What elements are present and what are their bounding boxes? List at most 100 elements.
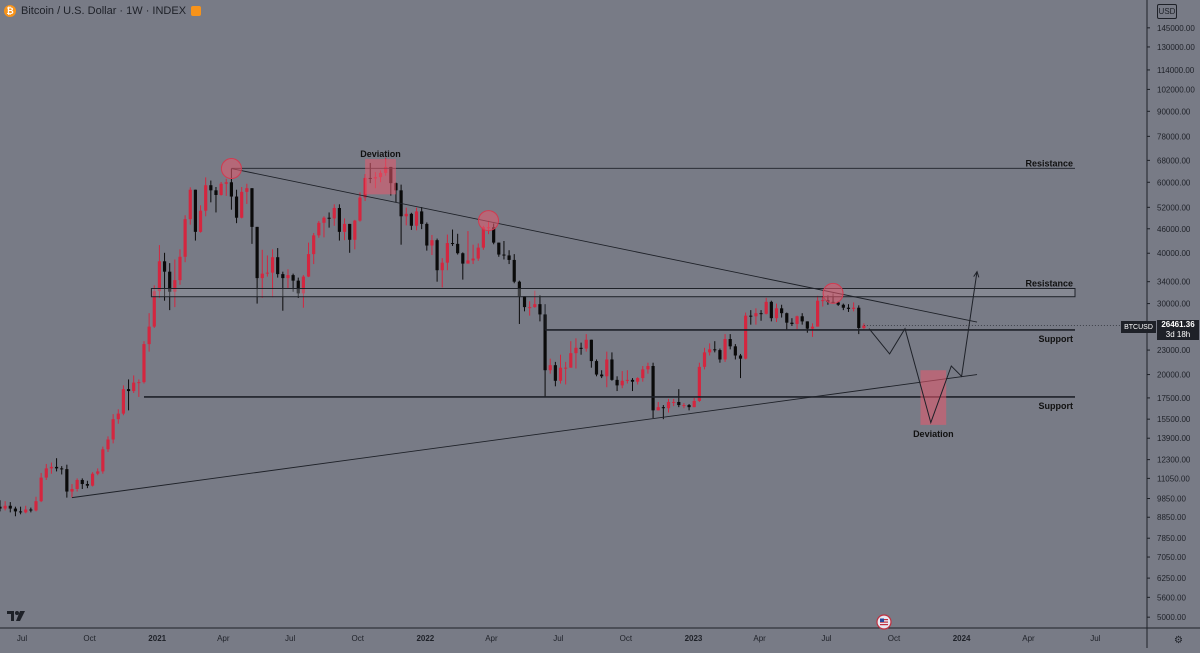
x-tick-label: Jul xyxy=(285,634,295,643)
level-label: Support xyxy=(1039,334,1074,344)
candle-up xyxy=(636,378,640,382)
candle-up xyxy=(188,189,192,220)
candle-up xyxy=(322,217,326,223)
candle-down xyxy=(492,227,496,243)
candle-up xyxy=(682,405,686,407)
y-tick-label: 6250.00 xyxy=(1157,574,1186,583)
candle-down xyxy=(610,359,614,380)
candle-up xyxy=(204,185,208,211)
candle-up xyxy=(44,468,48,478)
candle-up xyxy=(584,339,588,349)
candle-up xyxy=(286,275,290,279)
candle-up xyxy=(821,300,825,302)
candle-up xyxy=(312,235,316,255)
resistance-zone xyxy=(150,288,1076,298)
x-tick-label: 2021 xyxy=(148,634,166,643)
candle-up xyxy=(574,347,578,354)
candle-up xyxy=(605,359,609,377)
candle-down xyxy=(435,240,439,271)
descending-trendline xyxy=(231,168,978,323)
x-tick-label: Apr xyxy=(753,634,766,643)
settings-gear-icon[interactable]: ⚙ xyxy=(1174,635,1183,646)
candle-up xyxy=(116,413,120,420)
candle-down xyxy=(281,274,285,279)
candle-down xyxy=(846,307,851,309)
candle-up xyxy=(533,304,537,308)
candle-down xyxy=(749,315,753,317)
candle-up xyxy=(132,382,136,392)
candle-up xyxy=(39,477,43,502)
candle-down xyxy=(805,321,809,329)
deviation-zone xyxy=(365,159,396,195)
candle-up xyxy=(90,473,95,486)
candle-up xyxy=(548,365,552,371)
candle-down xyxy=(522,296,527,308)
candle-up xyxy=(852,307,856,309)
candle-up xyxy=(245,188,249,192)
candle-up xyxy=(24,509,28,513)
candle-up xyxy=(353,220,357,240)
candle-up xyxy=(810,326,815,329)
y-tick-label: 60000.00 xyxy=(1157,178,1191,187)
candle-down xyxy=(65,469,69,492)
projection-path xyxy=(868,271,978,425)
tradingview-logo-icon[interactable] xyxy=(6,609,26,623)
candle-down xyxy=(80,479,84,485)
candle-up xyxy=(646,366,650,370)
candle-up xyxy=(306,254,311,277)
candle-up xyxy=(75,479,79,489)
candle-up xyxy=(430,240,434,246)
candle-down xyxy=(728,339,732,347)
candle-down xyxy=(126,389,131,392)
candle-up xyxy=(265,272,269,274)
candle-down xyxy=(296,280,300,294)
x-tick-label: Apr xyxy=(485,634,498,643)
candle-up xyxy=(656,407,660,411)
level-label: Resistance xyxy=(1025,279,1073,289)
y-tick-label: 130000.00 xyxy=(1157,43,1195,52)
candle-down xyxy=(507,255,511,260)
x-tick-label: 2023 xyxy=(685,634,703,643)
x-tick-label: Jul xyxy=(553,634,563,643)
candle-down xyxy=(759,313,763,315)
highlight-circle xyxy=(478,210,500,232)
candle-up xyxy=(625,379,629,381)
candle-down xyxy=(348,223,352,240)
x-tick-label: Oct xyxy=(888,634,901,643)
x-tick-label: Oct xyxy=(83,634,96,643)
candle-up xyxy=(558,367,563,381)
candle-up xyxy=(672,401,676,403)
candle-down xyxy=(651,366,655,411)
candle-up xyxy=(96,471,100,474)
candle-down xyxy=(450,243,455,245)
candle-up xyxy=(317,222,321,236)
y-tick-label: 34000.00 xyxy=(1157,278,1191,287)
candle-up xyxy=(528,307,532,309)
candle-down xyxy=(18,511,23,513)
candle-up xyxy=(358,197,362,221)
candle-down xyxy=(615,379,619,386)
last-price-value: 26461.36 xyxy=(1161,320,1195,329)
candle-down xyxy=(630,379,635,382)
candle-down xyxy=(661,407,665,409)
candle-down xyxy=(600,374,604,377)
candle-down xyxy=(538,304,542,315)
x-tick-label: Apr xyxy=(217,634,230,643)
candle-down xyxy=(276,257,280,275)
y-tick-label: 8850.00 xyxy=(1157,513,1186,522)
candle-up xyxy=(708,349,712,353)
x-tick-label: Jul xyxy=(821,634,831,643)
currency-button[interactable]: USD xyxy=(1157,4,1177,19)
bitcoin-logo-icon: ₿ xyxy=(4,5,16,17)
level-label: Resistance xyxy=(1025,158,1073,168)
candle-up xyxy=(666,401,671,409)
candle-up xyxy=(183,219,187,257)
us-flag-events-icon[interactable] xyxy=(876,614,892,630)
symbol-title[interactable]: Bitcoin / U.S. Dollar · 1W · INDEX xyxy=(21,5,187,17)
y-tick-label: 20000.00 xyxy=(1157,371,1191,380)
candle-down xyxy=(420,211,424,224)
x-tick-label: Oct xyxy=(620,634,633,643)
candle-up xyxy=(476,247,480,259)
